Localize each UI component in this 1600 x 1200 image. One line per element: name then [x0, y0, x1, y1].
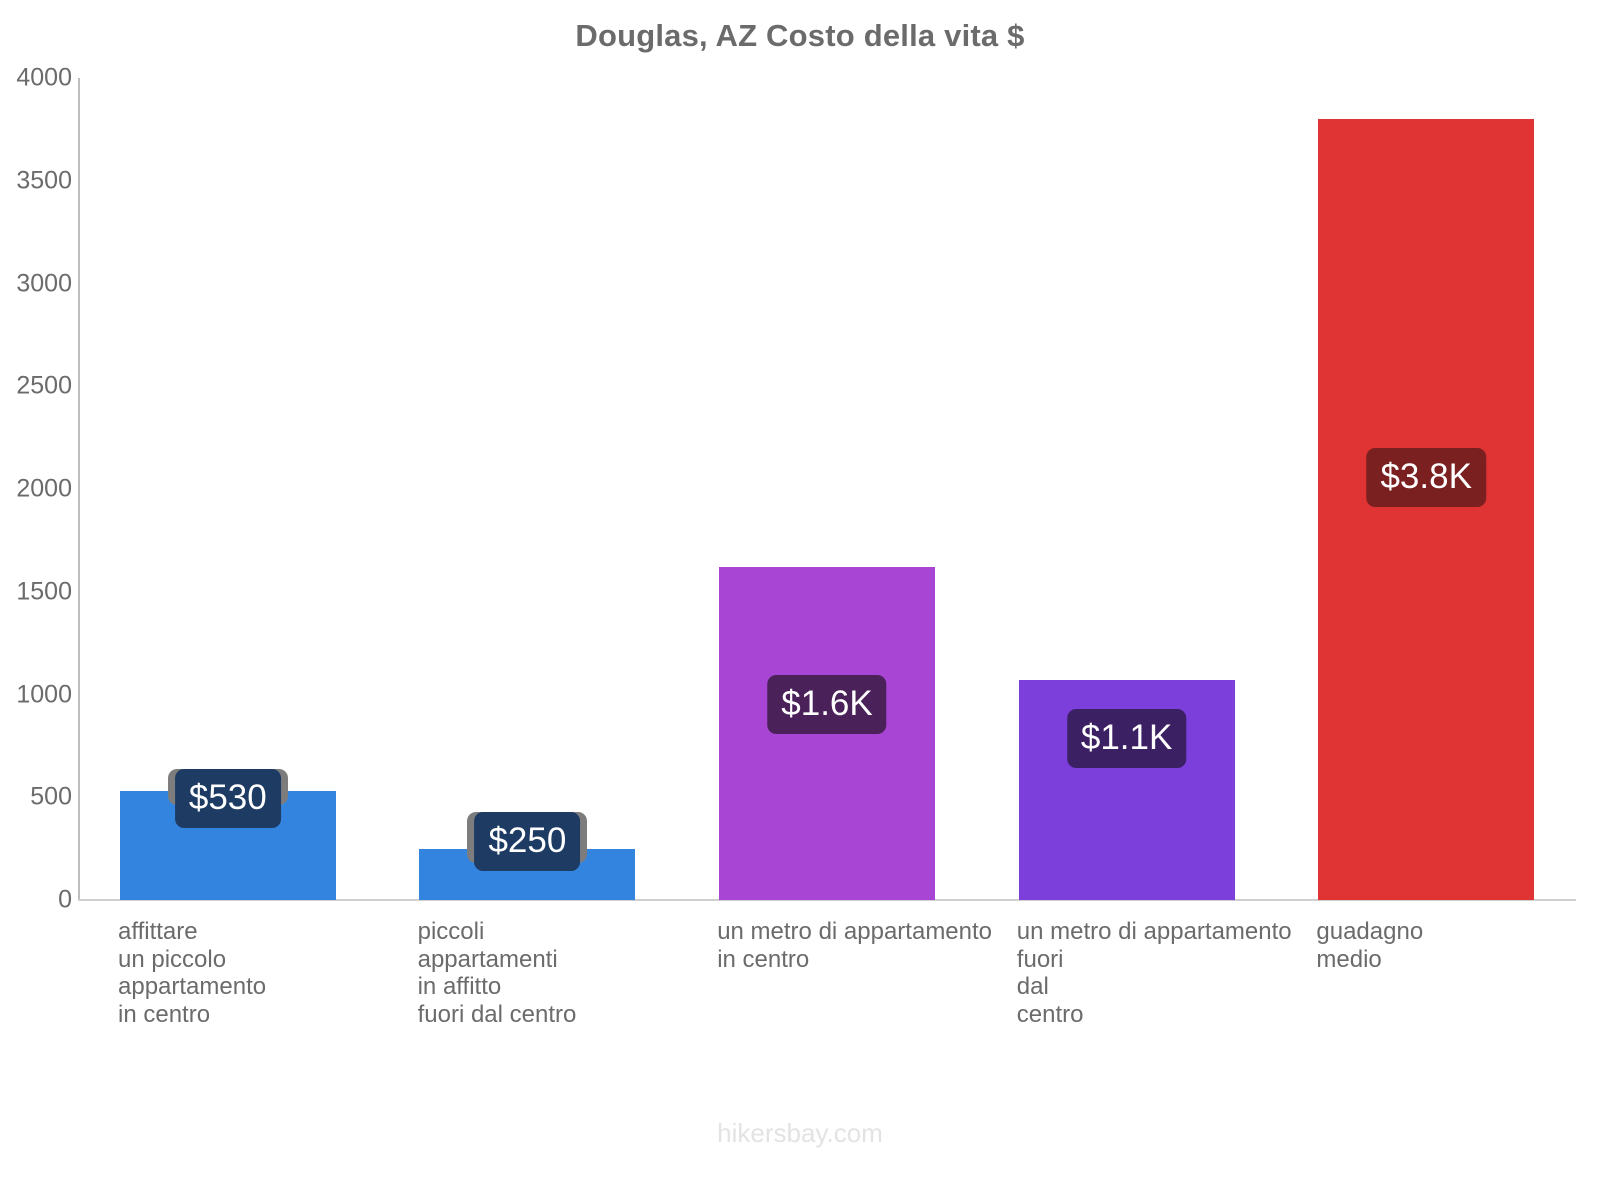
bar-column: [1018, 78, 1235, 900]
watermark: hikersbay.com: [717, 1118, 883, 1148]
y-tick-label: 0: [58, 885, 72, 914]
bar-column: [1318, 78, 1535, 900]
bar-value-label: $1.1K: [1066, 709, 1187, 769]
bar-value-label: $1.6K: [767, 675, 887, 735]
bar-value-label: $250: [474, 811, 581, 871]
x-category-label-line: centro: [1016, 1000, 1084, 1028]
x-category-label: un metro di appartamento fuori dal centro: [1016, 918, 1292, 1028]
y-tick-label: 3500: [16, 166, 72, 195]
y-tick-label: 3000: [16, 269, 72, 297]
x-category-label-line: affittare: [118, 918, 198, 945]
x-category-label-line: appartamento: [118, 973, 267, 1000]
x-category-label-line: dal: [1016, 973, 1049, 1000]
x-category-label-line: guadagno: [1316, 918, 1424, 945]
x-category-label-line: appartamenti: [417, 945, 558, 973]
bar-value-label: $3.8K: [1366, 448, 1486, 508]
y-tick-label: 2500: [16, 371, 72, 400]
x-category-label-line: un metro di appartamento: [717, 918, 993, 945]
y-tick-label: 500: [30, 782, 72, 811]
x-category-label: guadagno medio: [1316, 918, 1576, 973]
x-category-label: piccoli appartamenti in affitto fuori dal c…: [418, 918, 678, 1028]
y-axis-tick-labels: 4000 3500 3000 2500 2000 1500 1000 500 0: [0, 0, 72, 1200]
y-tick-label: 1500: [16, 577, 72, 606]
x-category-label-line: piccoli: [417, 918, 485, 945]
x-category-label: affittare un piccolo appartamento in centro: [118, 918, 378, 1028]
x-category-label-line: fuori: [1016, 945, 1064, 973]
x-axis-category-labels: affittare un piccolo appartamento in centro…: [78, 918, 1576, 1098]
x-axis-line: [78, 899, 1576, 901]
bar-value-label: $530: [174, 769, 281, 829]
x-category-label-line: in centro: [118, 1000, 211, 1028]
x-category-label-line: un piccolo: [118, 945, 227, 973]
y-tick-label: 2000: [16, 474, 72, 503]
y-tick-label: 4000: [16, 63, 72, 92]
chart-title: Douglas, AZ Costo della vita $: [575, 18, 1025, 53]
x-category-label-line: un metro di appartamento: [1016, 918, 1292, 945]
y-tick-label: 1000: [16, 680, 72, 708]
plot-area: $530 $250 $1.6K $1.1K $3.8K: [78, 78, 1576, 900]
x-category-label-line: fuori dal centro: [417, 1000, 577, 1028]
x-category-label-line: medio: [1316, 945, 1382, 973]
x-category-label: un metro di appartamento in centro: [717, 918, 993, 973]
y-axis-line: [78, 78, 80, 900]
bar-column: [419, 78, 636, 900]
bar[interactable]: [1318, 119, 1535, 900]
bar-column: [719, 78, 935, 900]
x-category-label-line: in centro: [717, 945, 810, 973]
x-category-label-line: in affitto: [417, 973, 502, 1000]
